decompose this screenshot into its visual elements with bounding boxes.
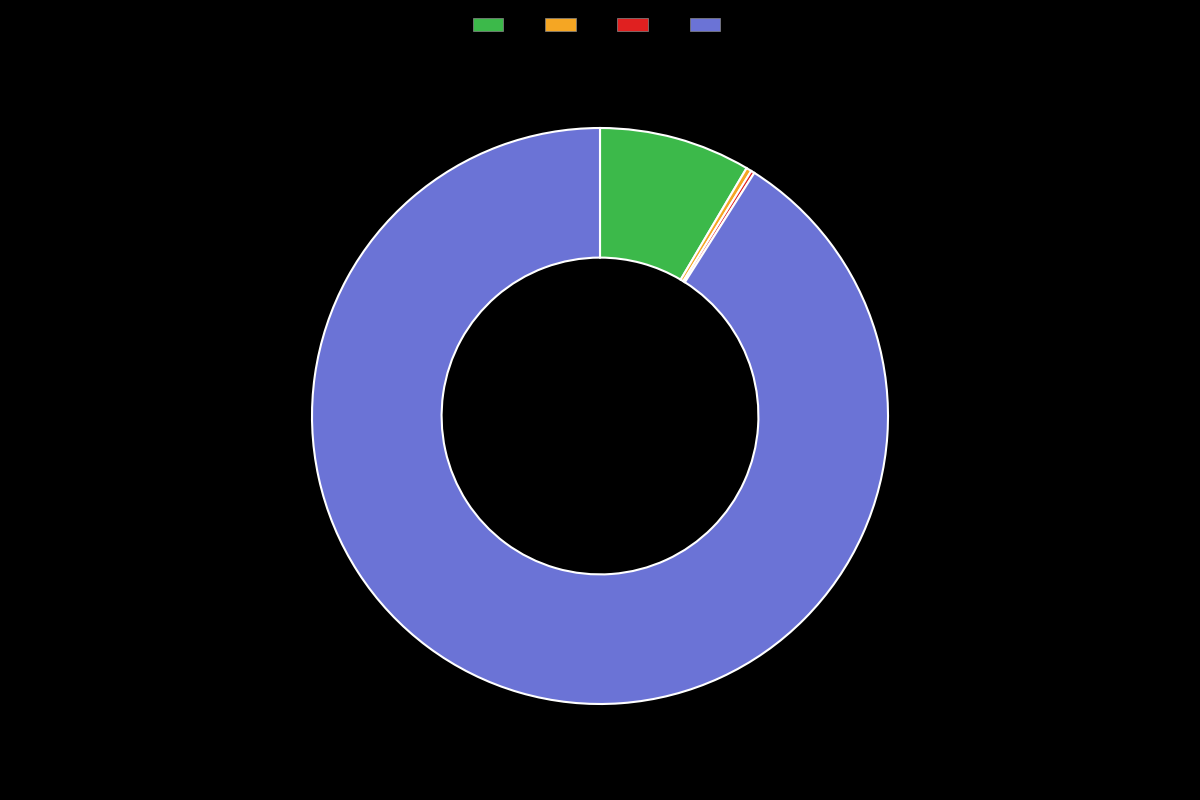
Wedge shape <box>600 128 746 280</box>
Wedge shape <box>683 171 755 282</box>
Legend: , , , : , , , <box>467 13 733 38</box>
Wedge shape <box>680 168 751 282</box>
Wedge shape <box>312 128 888 704</box>
